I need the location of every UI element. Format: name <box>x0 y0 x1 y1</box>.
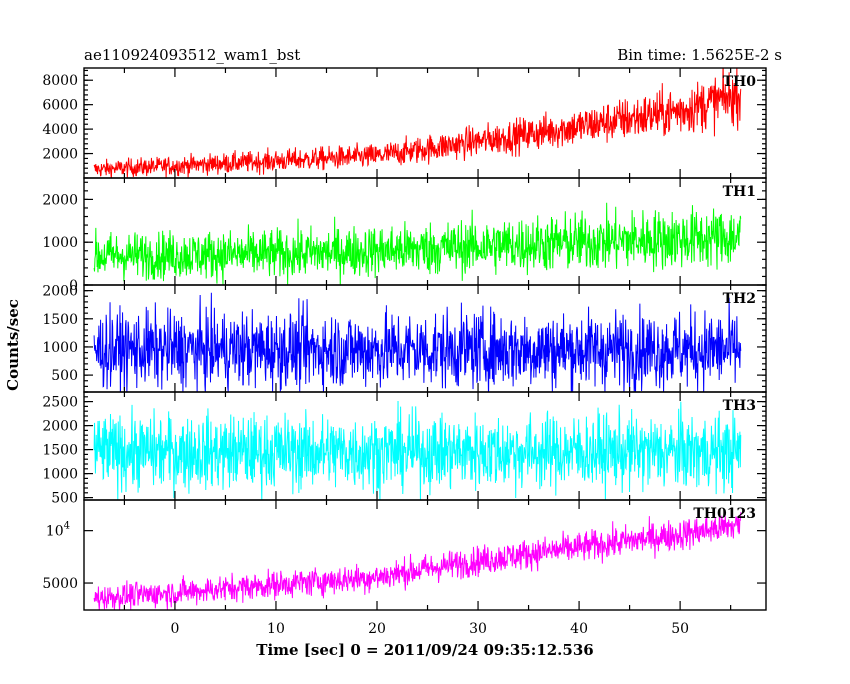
x-axis-group: 0 10 20 30 40 50 <box>170 621 689 637</box>
y-tick-label: 8000 <box>42 73 78 89</box>
panel-label-th0123: TH0123 <box>693 506 756 522</box>
y-tick-label: 2000 <box>42 147 78 163</box>
x-axis-label: Time [sec] 0 = 2011/09/24 09:35:12.536 <box>256 641 593 659</box>
panel-label-th3: TH3 <box>723 398 756 414</box>
y-tick-label: 1000 <box>42 467 78 483</box>
y-tick-label: 1000 <box>42 340 78 356</box>
chart-title-left: ae110924093512_wam1_bst <box>84 46 300 64</box>
x-tick-label: 10 <box>267 621 285 637</box>
panel-th0123: 5000 104 TH0123 <box>42 499 767 611</box>
series-trace-th0 <box>93 68 742 178</box>
panels-group: 2000 4000 6000 8000 TH0 0 1000 2000 TH1 500 1000 15… <box>42 67 767 611</box>
panel-frame <box>83 499 767 611</box>
y-tick-label: 500 <box>51 368 78 384</box>
panel-th1: 0 1000 2000 TH1 <box>42 177 767 294</box>
y-tick-label: 1000 <box>42 235 78 251</box>
panel-label-th2: TH2 <box>723 291 756 307</box>
series-trace-th1 <box>93 202 742 285</box>
y-tick-label: 104 <box>46 521 70 540</box>
series-trace-th2 <box>93 292 742 392</box>
x-tick-label: 0 <box>170 621 179 637</box>
y-tick-label: 4000 <box>42 122 78 138</box>
y-tick-label: 1500 <box>42 443 78 459</box>
chart-title-right: Bin time: 1.5625E-2 s <box>617 46 782 64</box>
y-axis-label: Counts/sec <box>4 299 22 391</box>
panel-th2: 500 1000 1500 2000 TH2 <box>42 284 767 393</box>
x-tick-label: 50 <box>671 621 689 637</box>
y-tick-label: 2000 <box>42 192 78 208</box>
x-tick-label: 30 <box>469 621 487 637</box>
panel-label-th0: TH0 <box>723 74 757 90</box>
panel-th0: 2000 4000 6000 8000 TH0 <box>42 67 767 179</box>
y-tick-label: 5000 <box>42 576 78 592</box>
y-tick-label: 500 <box>51 491 78 507</box>
series-trace-th3 <box>93 401 742 500</box>
y-tick-label: 2500 <box>42 395 78 411</box>
x-tick-label: 40 <box>570 621 588 637</box>
series-trace-th0123 <box>93 510 742 610</box>
panel-th3: 500 1000 1500 2000 2500 TH3 <box>42 391 767 507</box>
x-tick-label: 20 <box>368 621 386 637</box>
y-tick-label: 2000 <box>42 284 78 300</box>
panel-label-th1: TH1 <box>723 184 756 200</box>
y-tick-label: 2000 <box>42 419 78 435</box>
y-tick-label: 6000 <box>42 98 78 114</box>
y-tick-label: 0 <box>69 278 78 294</box>
y-tick-label: 1500 <box>42 312 78 328</box>
